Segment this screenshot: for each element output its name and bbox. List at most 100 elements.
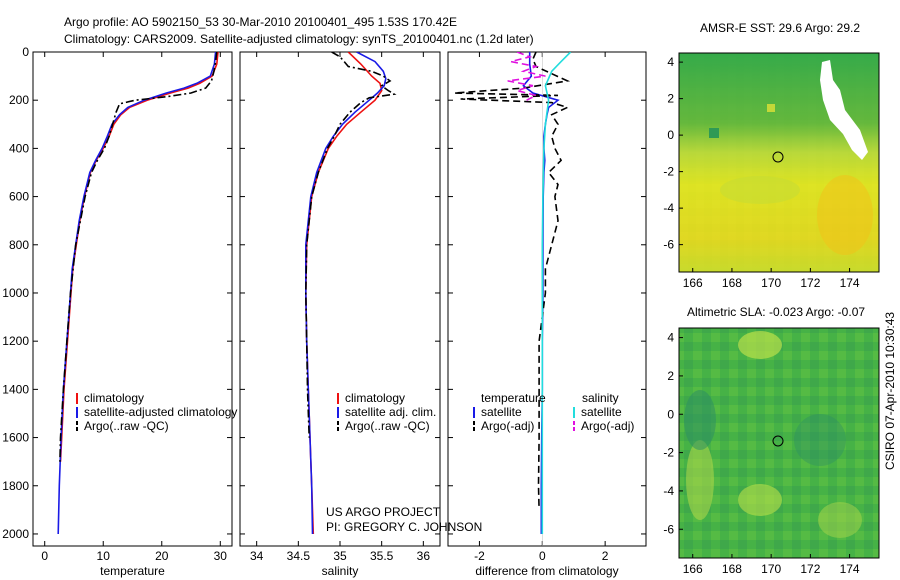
temperature-x-axis-label: temperature xyxy=(100,564,165,578)
sal-legend-argo-label: Argo(..raw -QC) xyxy=(345,419,430,433)
temp-legend-climatology-label: climatology xyxy=(84,391,144,405)
salinity-plot-frame xyxy=(239,51,441,547)
difference-x-axis-label: difference from climatology xyxy=(475,564,618,578)
difference-x-tick-label: 2 xyxy=(602,549,609,563)
timestamp-stamp: CSIRO 07-Apr-2010 10:30:43 xyxy=(883,312,897,470)
sst_map-x-tick-label: 174 xyxy=(840,276,860,290)
diff-legend-temp-argo-label: Argo(-adj) xyxy=(481,419,534,433)
sla_map-x-tick-label: 174 xyxy=(840,562,860,576)
salinity-x-tick-label: 34.5 xyxy=(287,549,311,563)
sst_map-y-tick-label: 0 xyxy=(667,128,674,142)
sla-high-patch xyxy=(738,331,782,359)
depth-tick-label: 1000 xyxy=(2,286,29,300)
difference-series-group xyxy=(454,52,572,534)
sst-cool-cell xyxy=(709,128,719,138)
salinity-x-axis-label: salinity xyxy=(322,564,359,578)
title-line-2: Climatology: CARS2009. Satellite-adjuste… xyxy=(64,32,534,46)
sla_map-x-tick-label: 168 xyxy=(722,562,742,576)
sla_map-x-tick-label: 166 xyxy=(683,562,703,576)
temp-legend-satellite-label: satellite-adjusted climatology xyxy=(84,405,237,419)
sal-legend-satellite-label: satellite adj. clim. xyxy=(345,405,436,419)
temperature-plot-frame xyxy=(32,51,233,547)
sla_map-y-tick-label: 0 xyxy=(667,407,674,421)
depth-tick-label: 0 xyxy=(22,45,29,59)
diff-legend-temperature-title: temperature xyxy=(481,391,546,405)
sla_map-y-tick-label: 2 xyxy=(667,369,674,383)
sla-high-patch xyxy=(686,440,714,520)
depth-tick-label: 1400 xyxy=(2,382,29,396)
sst-warm-patch xyxy=(817,175,873,255)
depth-tick-label: 1200 xyxy=(2,334,29,348)
difference-plot-frame xyxy=(447,51,647,547)
sst-map-title: AMSR-E SST: 29.6 Argo: 29.2 xyxy=(700,21,860,35)
sst_map-y-tick-label: 4 xyxy=(667,55,674,69)
temperature-profile-panel: 0 10 20 30 temperature 0 200 400 600 800 1000 1200 1… xyxy=(2,45,237,578)
depth-tick-label: 400 xyxy=(9,141,29,155)
credits-project: US ARGO PROJECT xyxy=(326,505,441,519)
sst_map-x-tick-label: 172 xyxy=(800,276,820,290)
depth-tick-label: 2000 xyxy=(2,527,29,541)
credits-pi: PI: GREGORY C. JOHNSON xyxy=(326,520,482,534)
sla_map-x-tick-label: 170 xyxy=(761,562,781,576)
salinity-profile-panel: 34 34.5 35 35.5 36 salinity climatologysatelli… xyxy=(239,51,441,578)
sla-low-patch xyxy=(684,390,716,450)
sst-float-marker xyxy=(772,151,784,163)
diff-legend-sal-argo-label: Argo(-adj) xyxy=(581,419,634,433)
sst-warm-cell xyxy=(767,104,775,112)
difference-series-salinity-argo-adj- xyxy=(507,52,546,101)
temperature-series-group xyxy=(57,52,219,535)
sst-map-axes: 166 168 170 172 174 4 2 0 -2 -4 -6 xyxy=(663,55,860,290)
sst_map-x-tick-label: 166 xyxy=(683,276,703,290)
diff-legend-sal-satellite-label: satellite xyxy=(581,405,622,419)
difference-x-tick-label: 0 xyxy=(539,549,546,563)
sst-map-panel: AMSR-E SST: 29.6 Argo: 29.2 166 168 170 172… xyxy=(663,21,880,290)
salinity-x-tick-label: 35 xyxy=(333,549,347,563)
temperature-series-argo-raw-qc- xyxy=(59,52,218,462)
temperature-x-tick-label: 20 xyxy=(155,549,169,563)
sst_map-y-tick-label: -6 xyxy=(663,238,674,252)
salinity-series-group xyxy=(304,52,397,535)
sla_map-y-tick-label: -6 xyxy=(663,522,674,536)
depth-tick-label: 1600 xyxy=(2,431,29,445)
temp-legend-argo-label: Argo(..raw -QC) xyxy=(84,419,169,433)
salinity-series-argo-raw-qc- xyxy=(304,52,397,438)
sla_map-y-tick-label: 4 xyxy=(667,331,674,345)
sst_map-x-tick-label: 168 xyxy=(722,276,742,290)
sla-high-patch xyxy=(738,484,782,516)
diff-legend-temp-satellite-label: satellite xyxy=(481,405,522,419)
sla-high-patch xyxy=(818,502,862,538)
difference-series-salinity-satellite xyxy=(541,52,572,534)
temperature-x-tick-label: 0 xyxy=(41,549,48,563)
sal-legend-climatology-label: climatology xyxy=(345,391,405,405)
sla-float-marker xyxy=(772,435,784,447)
sla_map-y-tick-label: -2 xyxy=(663,446,674,460)
sla-map-panel: Altimetric SLA: -0.023 Argo: -0.07 166 16… xyxy=(663,305,880,576)
depth-tick-label: 200 xyxy=(9,93,29,107)
title-line-1: Argo profile: AO 5902150_53 30-Mar-2010 … xyxy=(64,15,457,29)
sla-map-frame xyxy=(678,327,880,559)
difference-x-tick-label: -2 xyxy=(474,549,485,563)
sst-map-frame xyxy=(678,52,880,273)
salinity-x-tick-label: 36 xyxy=(417,549,431,563)
sst_map-y-tick-label: -4 xyxy=(663,201,674,215)
temperature-x-tick-label: 10 xyxy=(97,549,111,563)
depth-tick-label: 600 xyxy=(9,190,29,204)
sst_map-y-tick-label: -2 xyxy=(663,165,674,179)
salinity-x-tick-label: 34 xyxy=(250,549,264,563)
sla-map-axes: 166 168 170 172 174 4 2 0 -2 -4 -6 xyxy=(663,331,860,576)
sla-map-title: Altimetric SLA: -0.023 Argo: -0.07 xyxy=(687,305,865,319)
depth-tick-label: 800 xyxy=(9,238,29,252)
sla_map-x-tick-label: 172 xyxy=(800,562,820,576)
sst_map-x-tick-label: 170 xyxy=(761,276,781,290)
sst_map-y-tick-label: 2 xyxy=(667,92,674,106)
depth-tick-label: 1800 xyxy=(2,479,29,493)
sst-mid-patch xyxy=(720,176,800,204)
sla-low-patch xyxy=(794,414,846,466)
sst-missing-data-area xyxy=(820,60,868,160)
diff-legend-salinity-title: salinity xyxy=(582,391,619,405)
sla_map-y-tick-label: -4 xyxy=(663,484,674,498)
salinity-x-tick-label: 35.5 xyxy=(370,549,394,563)
temperature-x-tick-label: 30 xyxy=(214,549,228,563)
